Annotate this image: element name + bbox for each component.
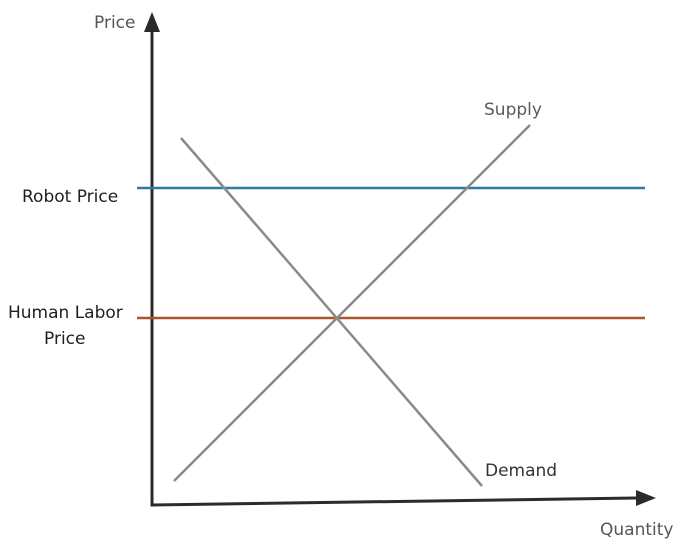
demand-label: Demand [485, 461, 557, 481]
demand-curve [180, 137, 483, 487]
robot-price-label: Robot Price [22, 187, 118, 207]
y-axis-label: Price [94, 13, 135, 33]
supply-label: Supply [484, 100, 542, 120]
x-axis-label: Quantity [600, 520, 673, 540]
y-axis-arrow-icon [144, 12, 160, 32]
x-axis [150, 496, 638, 507]
supply-curve [173, 124, 531, 482]
x-axis-arrow-icon [636, 490, 656, 506]
human-labor-price-label-line1: Human Labor [8, 303, 123, 323]
human-labor-price-label-line2: Price [44, 329, 85, 349]
